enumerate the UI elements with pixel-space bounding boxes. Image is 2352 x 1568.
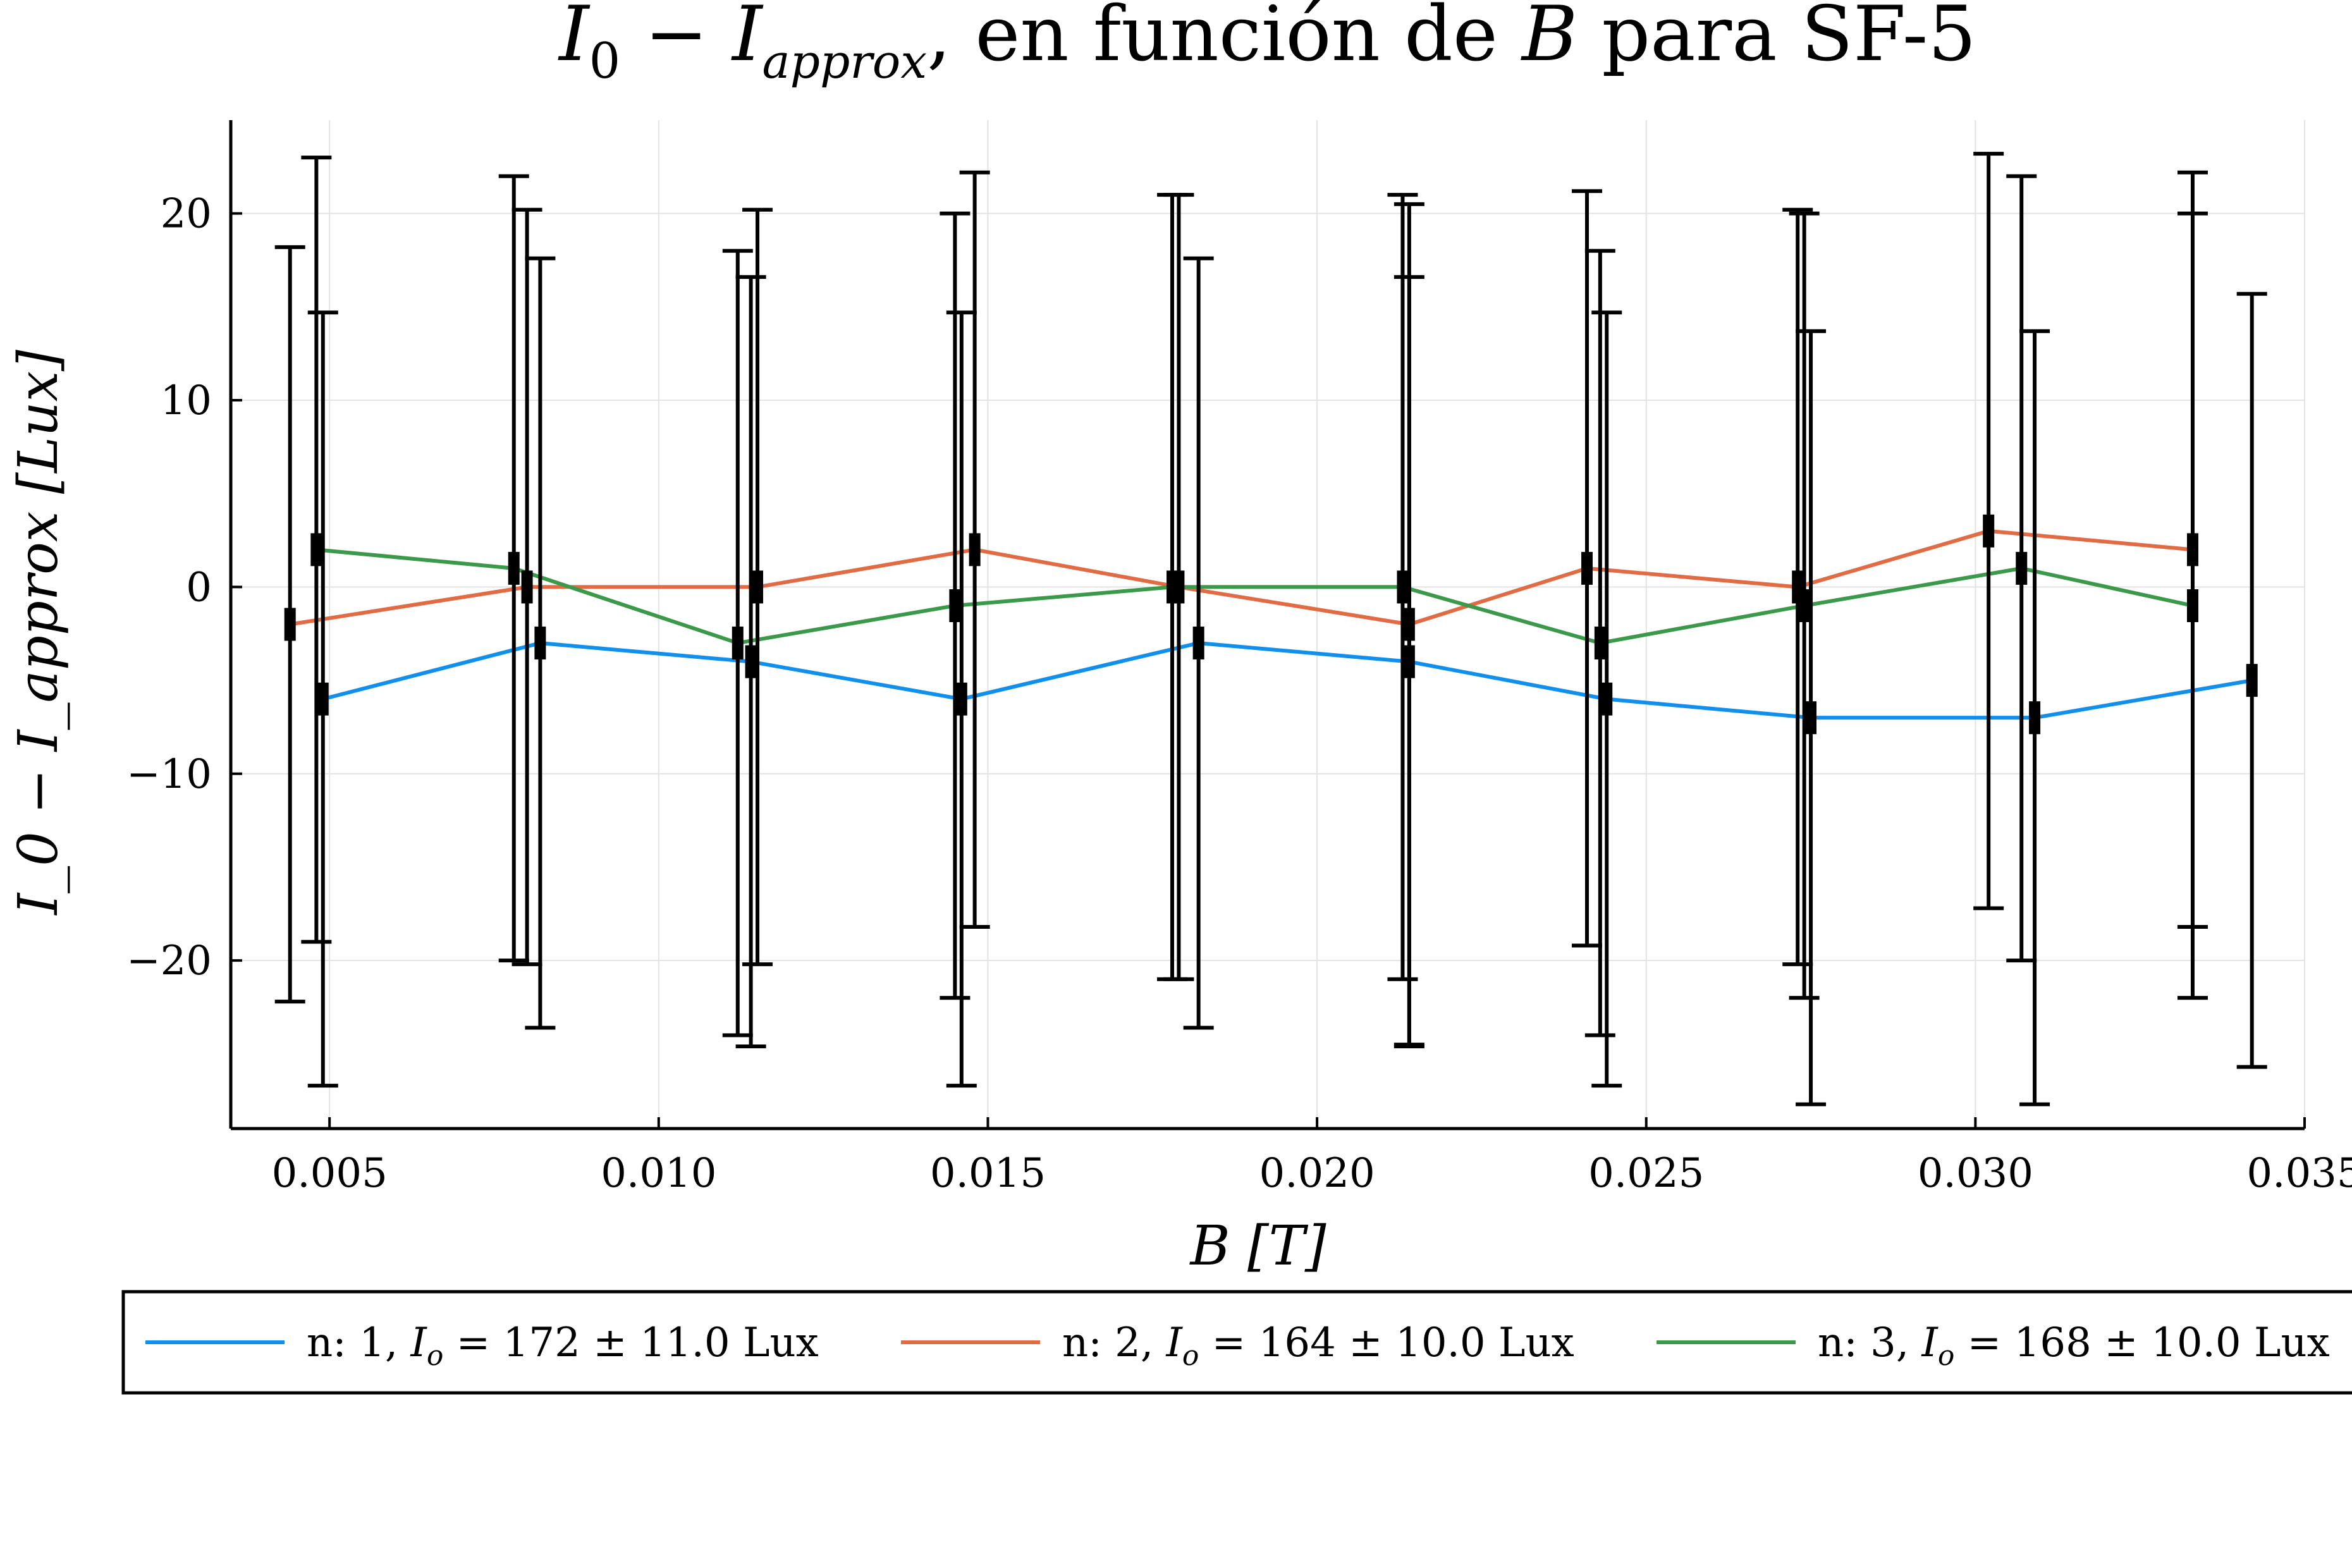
data-point [752, 570, 764, 604]
data-point [317, 682, 329, 716]
legend-label-1: n: 1, Io = 172 ± 11.0 Lux [307, 1320, 819, 1372]
data-point [1581, 551, 1593, 585]
data-point [2029, 701, 2041, 735]
data-point [745, 645, 757, 678]
data-point [284, 608, 296, 641]
data-point [732, 627, 744, 660]
data-point [1798, 589, 1810, 622]
y-tick-label: 0 [186, 564, 212, 611]
data-point [1601, 682, 1613, 716]
series-line-1 [322, 641, 2253, 720]
data-point [1192, 627, 1204, 660]
data-point [534, 627, 546, 660]
data-point [2246, 664, 2258, 697]
data-point [1167, 570, 1179, 604]
grid [231, 120, 2305, 1129]
series-line-3 [316, 548, 2193, 646]
x-tick-label: 0.030 [1918, 1150, 2033, 1197]
data-point [1403, 608, 1415, 641]
x-axis-label: B [T] [1189, 1215, 1326, 1278]
x-tick-label: 0.005 [272, 1150, 388, 1197]
y-tick-label: −10 [126, 751, 212, 798]
data-point [1594, 627, 1606, 660]
x-tick-label: 0.025 [1588, 1150, 1704, 1197]
series-line-2 [290, 529, 2193, 627]
chart-title: I0 − Iapprox, en función de B para SF-5 [558, 0, 1976, 90]
data-point [1397, 570, 1409, 604]
data-point [310, 533, 322, 567]
y-tick-label: 20 [161, 191, 212, 238]
data-point [1805, 701, 1817, 735]
data-point [1983, 514, 1995, 548]
x-tick-label: 0.035 [2246, 1150, 2352, 1197]
legend-label-3: n: 3, Io = 168 ± 10.0 Lux [1818, 1320, 2330, 1372]
x-tick-label: 0.015 [930, 1150, 1046, 1197]
data-point [508, 551, 520, 585]
data-point [2016, 551, 2028, 585]
y-tick-label: −20 [126, 938, 212, 984]
series-lines [290, 529, 2253, 720]
axes: 0.005 0.010 0.015 0.020 0.025 0.030 0.035 −20 −1… [126, 120, 2352, 1197]
x-tick-label: 0.020 [1259, 1150, 1375, 1197]
data-point [949, 589, 961, 622]
data-point [2186, 589, 2198, 622]
data-point [955, 682, 967, 716]
data-point [969, 533, 981, 567]
error-bars [274, 152, 2267, 1106]
legend: n: 1, Io = 172 ± 11.0 Lux n: 2, Io = 164 … [121, 1290, 2352, 1395]
x-tick-label: 0.010 [601, 1150, 716, 1197]
legend-box [121, 1290, 2352, 1395]
data-point [521, 570, 533, 604]
y-tick-label: 10 [161, 377, 212, 424]
legend-label-2: n: 2, Io = 164 ± 10.0 Lux [1062, 1320, 1574, 1372]
y-axis-label: I_0 − I_approx [Lux] [7, 350, 70, 916]
